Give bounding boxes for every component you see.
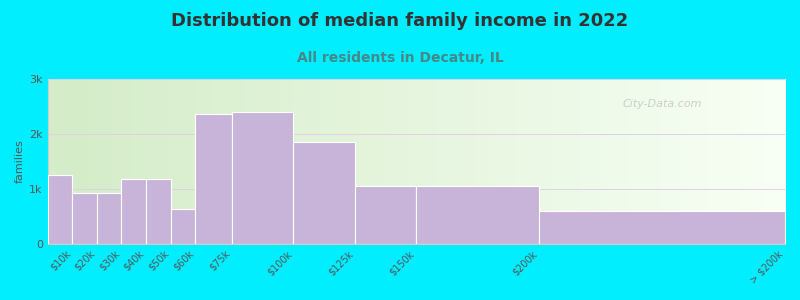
Bar [195, 114, 232, 244]
Text: All residents in Decatur, IL: All residents in Decatur, IL [297, 51, 503, 65]
Text: Distribution of median family income in 2022: Distribution of median family income in … [171, 12, 629, 30]
Bar [232, 112, 294, 244]
Bar [416, 185, 539, 244]
Bar [122, 179, 146, 244]
Bar [355, 185, 416, 244]
Text: City-Data.com: City-Data.com [622, 99, 702, 109]
Bar [539, 211, 785, 244]
Bar [48, 175, 72, 244]
Bar [232, 112, 294, 244]
Bar [170, 208, 195, 244]
Bar [97, 193, 122, 244]
Bar [72, 193, 97, 244]
Bar [294, 142, 355, 244]
Bar [72, 193, 97, 244]
Bar [146, 179, 170, 244]
Bar [294, 142, 355, 244]
Bar [539, 211, 785, 244]
Bar [97, 193, 122, 244]
Bar [170, 208, 195, 244]
Bar [195, 114, 232, 244]
Bar [48, 175, 72, 244]
Bar [416, 185, 539, 244]
Bar [122, 179, 146, 244]
Bar [355, 185, 416, 244]
Bar [146, 179, 170, 244]
Y-axis label: families: families [15, 140, 25, 183]
